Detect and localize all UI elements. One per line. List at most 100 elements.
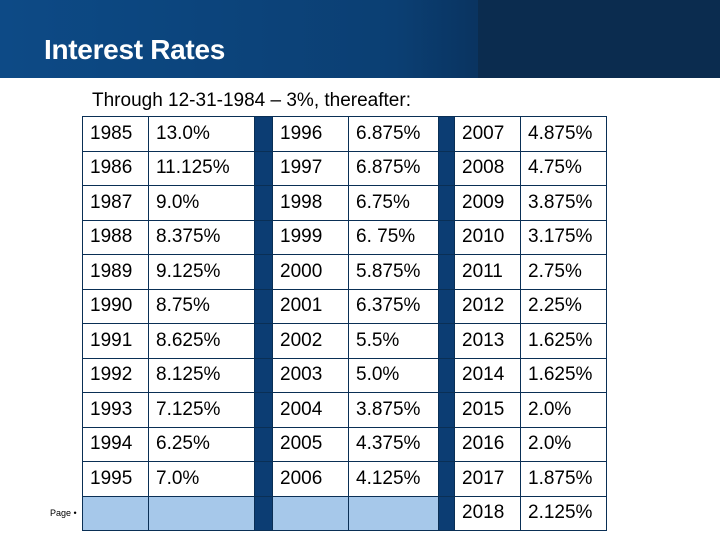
rate-cell: 2.0% [520, 392, 607, 428]
empty-cell [82, 495, 149, 531]
year-cell: 1999 [272, 219, 349, 255]
year-cell: 2003 [272, 357, 349, 393]
empty-cell [272, 495, 349, 531]
year-cell: 2012 [454, 288, 521, 324]
column-separator [254, 495, 273, 531]
rate-cell: 5.5% [348, 323, 439, 359]
rate-cell: 1.875% [520, 461, 607, 497]
column-separator [254, 185, 273, 221]
rate-cell: 7.125% [148, 392, 255, 428]
column-separator [438, 185, 455, 221]
rate-cell: 2.25% [520, 288, 607, 324]
year-cell: 2001 [272, 288, 349, 324]
year-cell: 2007 [454, 116, 521, 152]
rate-cell: 4.75% [520, 150, 607, 186]
year-cell: 1992 [82, 357, 149, 393]
year-cell: 2009 [454, 185, 521, 221]
rate-cell: 6.25% [148, 426, 255, 462]
rate-cell: 3.175% [520, 219, 607, 255]
page-number: Page • [50, 508, 77, 518]
year-cell: 2016 [454, 426, 521, 462]
column-separator [254, 357, 273, 393]
year-cell: 1998 [272, 185, 349, 221]
year-cell: 2000 [272, 254, 349, 290]
table-row: 1992 8.125% 2003 5.0% 2014 1.625% [82, 357, 607, 393]
year-cell: 2013 [454, 323, 521, 359]
column-separator [254, 254, 273, 290]
interest-rate-table: 1985 13.0% 1996 6.875% 2007 4.875% 1986 11.125%… [82, 116, 607, 531]
rate-cell: 3.875% [520, 185, 607, 221]
rate-cell: 11.125% [148, 150, 255, 186]
column-separator [438, 254, 455, 290]
rate-cell: 6.875% [348, 150, 439, 186]
rate-cell: 6.75% [348, 185, 439, 221]
empty-cell [148, 495, 255, 531]
year-cell: 1985 [82, 116, 149, 152]
column-separator [438, 116, 455, 152]
column-separator [254, 323, 273, 359]
rate-cell: 2.125% [520, 495, 607, 531]
year-cell: 2010 [454, 219, 521, 255]
column-separator [254, 288, 273, 324]
rate-cell: 13.0% [148, 116, 255, 152]
rate-cell: 6. 75% [348, 219, 439, 255]
year-cell: 1990 [82, 288, 149, 324]
rate-cell: 5.875% [348, 254, 439, 290]
rate-cell: 7.0% [148, 461, 255, 497]
column-separator [254, 219, 273, 255]
table-row: 1989 9.125% 2000 5.875% 2011 2.75% [82, 254, 607, 290]
column-separator [438, 357, 455, 393]
table-row: 1985 13.0% 1996 6.875% 2007 4.875% [82, 116, 607, 152]
table-row: 1993 7.125% 2004 3.875% 2015 2.0% [82, 392, 607, 428]
rate-cell: 8.375% [148, 219, 255, 255]
rate-note: Through 12-31-1984 – 3%, thereafter: [92, 90, 411, 111]
table-row: 1995 7.0% 2006 4.125% 2017 1.875% [82, 461, 607, 497]
title-bar: Interest Rates [0, 0, 720, 78]
year-cell: 1995 [82, 461, 149, 497]
year-cell: 1986 [82, 150, 149, 186]
year-cell: 1988 [82, 219, 149, 255]
year-cell: 1993 [82, 392, 149, 428]
year-cell: 1987 [82, 185, 149, 221]
column-separator [438, 150, 455, 186]
rate-cell: 2.75% [520, 254, 607, 290]
rate-cell: 4.375% [348, 426, 439, 462]
year-cell: 2002 [272, 323, 349, 359]
rate-cell: 9.125% [148, 254, 255, 290]
column-separator [254, 461, 273, 497]
rate-cell: 1.625% [520, 323, 607, 359]
year-cell: 2018 [454, 495, 521, 531]
column-separator [438, 219, 455, 255]
year-cell: 1989 [82, 254, 149, 290]
year-cell: 2005 [272, 426, 349, 462]
column-separator [438, 392, 455, 428]
year-cell: 2017 [454, 461, 521, 497]
column-separator [254, 392, 273, 428]
rate-cell: 6.875% [348, 116, 439, 152]
year-cell: 1996 [272, 116, 349, 152]
rate-cell: 8.75% [148, 288, 255, 324]
rate-cell: 8.625% [148, 323, 255, 359]
year-cell: 2004 [272, 392, 349, 428]
column-separator [438, 288, 455, 324]
table-row: 1991 8.625% 2002 5.5% 2013 1.625% [82, 323, 607, 359]
year-cell: 2006 [272, 461, 349, 497]
rate-cell: 4.125% [348, 461, 439, 497]
column-separator [254, 150, 273, 186]
page-title: Interest Rates [44, 34, 225, 65]
column-separator [254, 426, 273, 462]
rate-cell: 3.875% [348, 392, 439, 428]
year-cell: 2015 [454, 392, 521, 428]
column-separator [254, 116, 273, 152]
empty-cell [348, 495, 439, 531]
table-row: 1987 9.0% 1998 6.75% 2009 3.875% [82, 185, 607, 221]
rate-cell: 6.375% [348, 288, 439, 324]
rate-cell: 5.0% [348, 357, 439, 393]
rate-cell: 9.0% [148, 185, 255, 221]
year-cell: 1991 [82, 323, 149, 359]
year-cell: 2008 [454, 150, 521, 186]
rate-cell: 1.625% [520, 357, 607, 393]
year-cell: 2011 [454, 254, 521, 290]
table-row: 1986 11.125% 1997 6.875% 2008 4.75% [82, 150, 607, 186]
rate-cell: 8.125% [148, 357, 255, 393]
